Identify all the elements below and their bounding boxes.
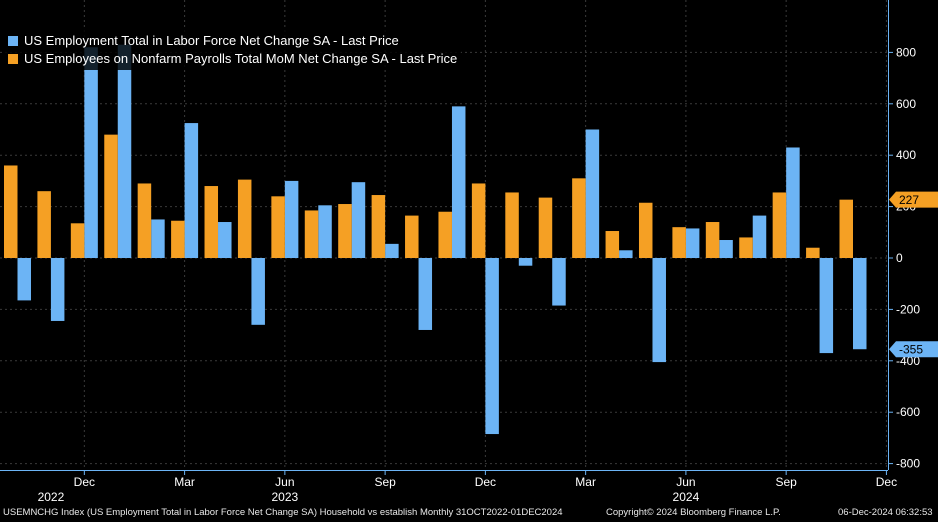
x-year-label: 2023 [272,490,299,504]
bar-employment [685,228,700,258]
bar-payrolls [338,204,352,258]
last-value-tag [889,341,938,358]
bar-payrolls [538,197,553,258]
y-tick-label: -800 [896,457,920,471]
legend: US Employment Total in Labor Force Net C… [4,30,462,70]
y-tick-label: -400 [896,354,920,368]
x-tick-label: Mar [174,475,195,489]
bar-payrolls [705,222,720,258]
bar-employment [50,258,65,321]
bar-payrolls [505,192,519,258]
bar-payrolls [137,183,152,258]
bars [4,44,867,435]
y-tick-label: 0 [896,251,903,265]
x-axis-ticks: Dec Mar Jun Sep Dec Mar Jun Sep Dec 2022 2023 2024 [38,470,897,504]
bar-employment [518,258,533,266]
bar-employment [151,219,165,258]
bar-payrolls [638,202,653,258]
legend-label-employment: US Employment Total in Labor Force Net C… [24,33,399,48]
legend-swatch-employment [8,36,18,46]
footer-timestamp: 06-Dec-2024 06:32:53 [838,507,933,518]
y-tick-label: -200 [896,302,920,316]
bar-employment [451,106,466,259]
bar-payrolls [806,247,820,258]
bar-employment [318,205,332,258]
bar-payrolls [204,186,219,258]
bar-employment [117,44,132,258]
bar-employment [853,258,867,350]
bar-employment [786,147,800,258]
x-tick-label: Jun [676,475,695,489]
last-value-tag [889,191,938,208]
x-tick-label: Dec [475,475,496,489]
bar-employment [218,222,232,258]
y-tick-label: 400 [896,148,916,162]
x-tick-label: Jun [275,475,294,489]
x-tick-label: Sep [374,475,396,489]
bar-payrolls [471,183,486,258]
bar-employment [351,182,366,258]
bar-employment [719,240,733,258]
x-year-label: 2024 [673,490,700,504]
bar-payrolls [572,178,586,258]
bar-employment [418,258,433,330]
last-value-tags: 227 -355 [889,191,938,358]
bar-employment [652,258,666,363]
bar-employment [385,243,399,258]
bar-employment [819,258,834,354]
bar-employment [485,258,499,435]
bar-payrolls [304,210,319,258]
last-value-label: 227 [899,193,919,207]
bar-payrolls [104,134,118,258]
y-tick-label: 800 [896,45,916,59]
y-tick-label: 600 [896,97,916,111]
bar-employment [251,258,265,325]
legend-entry: US Employees on Nonfarm Payrolls Total M… [8,50,457,68]
bar-payrolls [772,192,787,258]
x-year-label: 2022 [38,490,65,504]
last-value-label: -355 [899,343,923,357]
legend-entry: US Employment Total in Labor Force Net C… [8,32,457,50]
bar-employment [184,123,199,258]
y-tick-label: -600 [896,405,920,419]
bar-payrolls [839,199,853,258]
bar-payrolls [37,191,51,258]
bar-employment [84,47,98,259]
footer-copyright: Copyright© 2024 Bloomberg Finance L.P. [606,507,781,518]
bar-payrolls [70,223,85,258]
bar-payrolls [405,215,419,258]
bar-payrolls [739,237,753,258]
bar-payrolls [605,231,620,258]
bar-payrolls [271,196,285,258]
bar-payrolls [672,227,686,258]
bar-payrolls [4,165,18,258]
bar-payrolls [171,220,185,258]
bar-employment [585,129,600,258]
bar-employment [619,250,633,258]
x-tick-label: Dec [876,475,897,489]
legend-label-payrolls: US Employees on Nonfarm Payrolls Total M… [24,51,458,66]
bar-employment [17,258,31,301]
legend-swatch-payrolls [8,54,18,64]
bar-payrolls [438,211,452,258]
x-tick-label: Mar [575,475,596,489]
bar-employment [752,215,767,258]
bar-payrolls [371,195,386,258]
x-tick-label: Sep [775,475,797,489]
bar-payrolls [237,179,252,258]
y-axis-ticks: 8006004002000-200-400-600-800 [888,45,920,471]
axes [0,0,889,471]
bar-employment [284,180,299,258]
footer-description: USEMNCHG Index (US Employment Total in L… [3,507,563,518]
bar-employment [552,258,566,306]
x-tick-label: Dec [74,475,95,489]
